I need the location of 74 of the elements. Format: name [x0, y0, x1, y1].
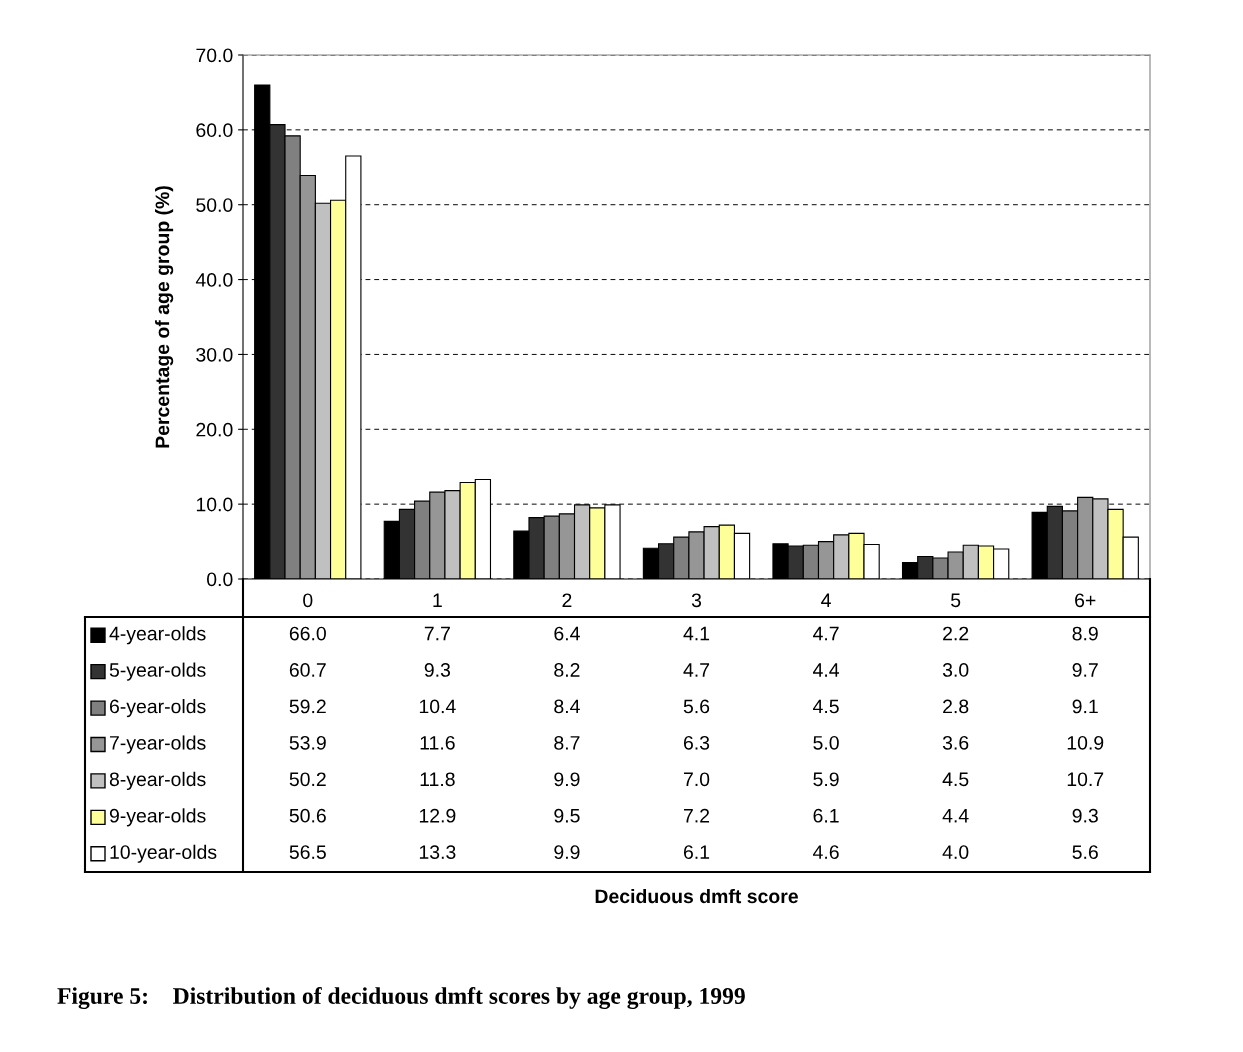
data-label: 50.2 [289, 772, 326, 787]
y-tick-label: 40.0 [195, 273, 233, 287]
x-tick-label: 2 [562, 593, 572, 607]
data-label: 8.2 [554, 663, 580, 677]
legend-label: 8-year-olds [109, 771, 206, 790]
data-label: 66.0 [289, 626, 326, 641]
data-label: 7.7 [424, 626, 450, 641]
y-tick-label: 60.0 [196, 123, 233, 138]
y-tick-label: 30.0 [196, 347, 233, 362]
data-label: 13.3 [419, 845, 456, 860]
data-label: 3.0 [942, 663, 969, 677]
data-label: 10.4 [419, 699, 456, 714]
y-tick-label: 0.0 [207, 572, 233, 587]
legend-label: 10-year-olds [110, 844, 217, 863]
data-label: 4.5 [813, 699, 839, 714]
legend-label: 7-year-olds [110, 735, 206, 754]
text: Deciduous dmft score [595, 888, 798, 904]
data-label: 11.8 [420, 772, 455, 787]
data-label: 59.2 [289, 699, 326, 714]
data-label: 60.7 [289, 663, 326, 677]
text: Figure 5: Distribution of deciduous dmft scores by age group, 1999 [57, 987, 745, 1009]
data-label: 12.9 [419, 808, 456, 823]
y-tick-label: 10.0 [196, 497, 233, 512]
data-label: 6.1 [683, 845, 710, 860]
data-label: 8.9 [1072, 626, 1098, 641]
x-tick-label: 1 [433, 593, 442, 607]
data-label: 11.6 [420, 735, 455, 750]
data-label: 9.3 [424, 663, 451, 677]
data-label: 6.1 [813, 808, 839, 823]
data-label: 7.2 [683, 808, 710, 823]
data-label: 3.6 [942, 735, 969, 750]
y-axis-title: Percentage of age group (%) [155, 186, 174, 448]
data-label: 9.9 [554, 772, 580, 787]
x-tick-label: 6+ [1075, 593, 1096, 608]
data-label: 5.0 [813, 735, 839, 750]
y-tick-label: 20.0 [196, 422, 233, 437]
data-label: 4.7 [813, 626, 839, 641]
data-label: 4.5 [942, 772, 969, 787]
data-label: 9.7 [1072, 663, 1098, 677]
data-label: 4.6 [813, 845, 839, 860]
data-label: 8.7 [554, 735, 580, 750]
data-label: 9.1 [1072, 699, 1098, 714]
data-label: 53.9 [289, 735, 326, 750]
data-label: 56.5 [289, 845, 326, 860]
x-tick-label: 4 [821, 593, 831, 607]
data-label: 10.9 [1067, 735, 1104, 750]
data-label: 4.0 [942, 845, 969, 860]
data-label: 9.3 [1072, 808, 1098, 823]
data-label: 8.4 [554, 699, 580, 714]
data-label: 2.2 [943, 626, 969, 641]
data-label: 9.9 [554, 845, 580, 860]
data-label: 5.9 [813, 772, 839, 787]
legend-label: 4-year-olds [109, 626, 206, 645]
y-tick-label: 50.0 [196, 198, 233, 212]
data-label: 4.4 [942, 809, 969, 823]
data-label: 7.0 [683, 772, 710, 787]
data-label: 6.4 [554, 626, 580, 641]
data-label: 6.3 [683, 735, 710, 750]
legend-label: 5-year-olds [109, 662, 206, 681]
legend-label: 9-year-olds [109, 808, 206, 827]
x-tick-label: 3 [691, 593, 702, 608]
data-label: 5.6 [683, 699, 710, 714]
x-tick-label: 5 [951, 593, 961, 608]
data-label: 50.6 [289, 808, 326, 823]
data-label: 5.6 [1072, 845, 1098, 860]
data-label: 4.1 [683, 626, 710, 641]
data-label: 2.8 [943, 699, 969, 714]
data-label: 10.7 [1067, 772, 1104, 787]
data-label: 4.4 [813, 663, 840, 677]
x-tick-label: 0 [303, 593, 313, 608]
y-tick-label: 70.0 [196, 48, 233, 63]
data-label: 9.5 [554, 808, 580, 823]
legend-label: 6-year-olds [109, 699, 206, 718]
data-label: 4.7 [683, 663, 710, 677]
